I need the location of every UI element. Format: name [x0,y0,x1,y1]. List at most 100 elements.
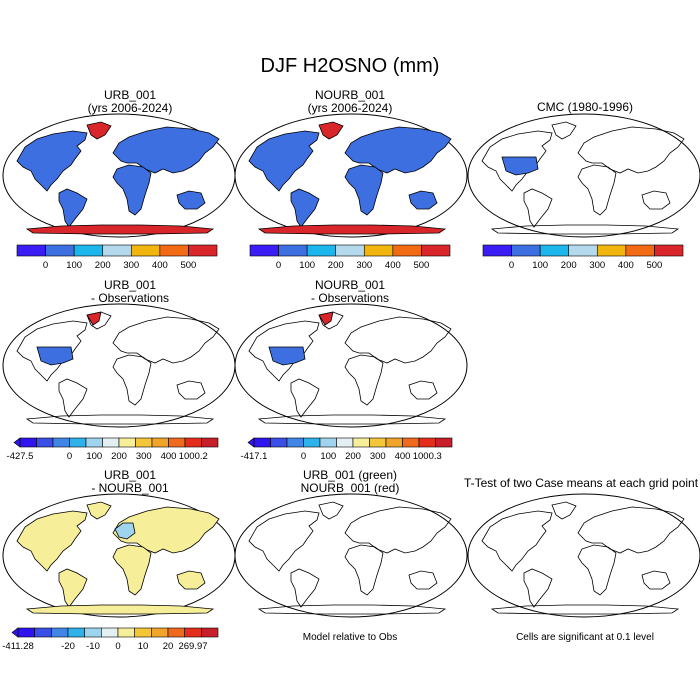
colorbar-box [69,437,87,448]
northAmerica-outline [16,130,88,192]
colorbar-nourb: 0 100 200 300 400 500 [249,244,451,271]
colorbar-box [201,627,219,638]
colorbar-label: 0 [67,451,72,462]
colorbar-label: 0 [43,260,48,271]
map-cmc [467,113,700,238]
colorbar-urb-nourb: -411.28 -20 -10 0 10 20 269.97 [2,627,219,652]
panel-title-line: T-Test of two Case means at each grid po… [463,476,699,490]
colorbar-box [319,437,337,448]
map-nourb-obs [234,303,468,428]
eurasia-outline [112,316,220,364]
colorbar-label: 400 [161,451,177,462]
colorbar-label: -427.5 [7,451,34,462]
panel-title-nourb: NOURB_001 (yrs 2006-2024) [240,89,460,115]
panel-title-line: NOURB_001 [314,278,386,292]
panel-title-line: - Observations [310,291,390,305]
colorbar-low-end [13,437,21,448]
eurasia-outline [112,506,220,554]
australia-outline [641,190,671,210]
panel-title-line: URB_001 (green) [302,468,398,482]
panel-title-line: URB_001 [103,88,157,102]
colorbar-label: 0 [115,641,120,652]
colorbar-box [249,244,279,257]
northAmerica-outline [248,130,320,192]
colorbar-urb-obs: -427.5 0 100 200 300 400 1000.2 [7,437,219,462]
northAmerica-outline [481,510,553,572]
colorbar-box [336,437,354,448]
map-frame [234,493,468,618]
africa-outline [344,544,384,596]
colorbar-label: 300 [370,451,386,462]
colorbar-box [286,437,304,448]
panel-title-model-rel: URB_001 (green) NOURB_001 (red) [240,469,460,495]
colorbar-box [201,437,219,448]
africa-outline [344,164,384,216]
colorbar-cmc: 0 100 200 300 400 500 [482,244,684,271]
colorbar-low-end [247,437,255,448]
panel-title-line: URB_001 [103,278,157,292]
colorbar-label: 100 [532,260,548,271]
colorbar-box [303,437,321,448]
africa-outline [112,544,152,596]
colorbar-box [159,244,189,257]
colorbar-label: 400 [395,451,411,462]
panel-title-cmc: CMC (1980-1996) [470,101,700,114]
eurasia-outline [344,316,452,364]
colorbar-box [482,244,512,257]
colorbar-low-end [11,627,19,638]
panel-title-line: (yrs 2006-2024) [87,101,173,115]
colorbar-label: 200 [95,260,111,271]
colorbar-box [16,244,46,257]
colorbar-box [363,244,394,257]
map-frame [234,113,468,238]
colorbar-label: 0 [301,451,306,462]
australia-outline [408,190,438,210]
colorbar-box [270,437,288,448]
southAmerica-outline [58,188,88,228]
colorbar-box [392,244,422,257]
northAmerica-outline [16,320,88,382]
colorbar-label: 300 [589,260,605,271]
colorbar-box [135,437,153,448]
note-model-relative: Model relative to Obs [302,632,398,643]
colorbar-box [36,437,54,448]
northAmerica-outline [248,320,320,382]
map-urb [2,113,236,238]
northAmerica-outline [248,510,320,572]
usa-outline [36,346,74,366]
australia-outline [176,380,206,400]
africa-outline [577,164,617,216]
colorbar-box [625,244,655,257]
antarctica-outline [25,224,215,235]
colorbar-box [435,437,453,448]
colorbar-box [385,437,403,448]
australia-outline [176,570,206,590]
eurasia-outline [112,126,220,174]
colorbar-box [335,244,365,257]
colorbar-label: 200 [345,451,361,462]
colorbar-label: 200 [328,260,344,271]
colorbar-box [118,437,136,448]
note-significance: Cells are significant at 0.1 level [516,632,654,643]
colorbar-box [596,244,627,257]
antarctica-outline [25,604,215,615]
usa-outline [268,346,306,366]
colorbar-label: 300 [136,451,152,462]
colorbar-label: 269.97 [178,641,207,652]
colorbar-label: 400 [152,260,168,271]
africa-outline [112,164,152,216]
colorbar-label: -411.28 [2,641,34,652]
map-frame [467,113,700,238]
panel-title-line: - NOURB_001 [91,481,169,495]
colorbar-label: -10 [86,641,100,652]
colorbar-box [168,437,186,448]
panel-title-line: - Observations [90,291,170,305]
panel-title-nourb-obs: NOURB_001 - Observations [240,279,460,305]
map-frame [467,493,700,618]
greenland-outline [318,121,344,140]
colorbar-nourb-obs: -417.1 0 100 200 300 400 1000.3 [241,437,453,462]
greenland-outline [551,121,577,140]
panel-title-line: CMC (1980-1996) [536,100,634,114]
colorbar-label: 300 [123,260,139,271]
usa-outline [501,156,539,176]
